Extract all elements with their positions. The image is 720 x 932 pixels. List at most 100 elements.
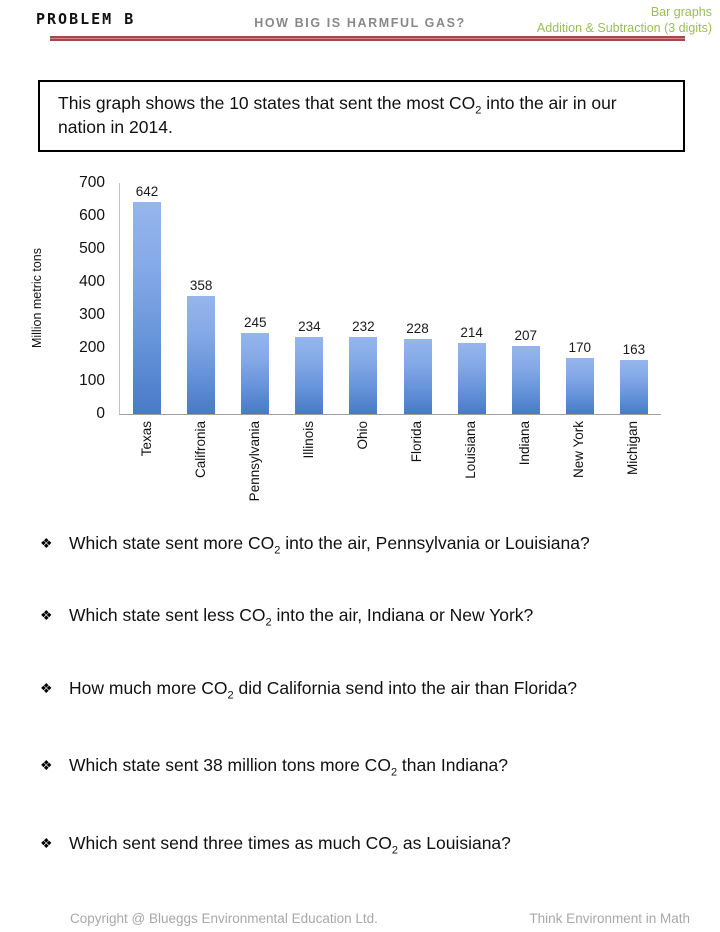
question-5-text: Which sent send three times as much CO2 … — [69, 832, 690, 857]
question-3: ❖ How much more CO2 did California send … — [40, 677, 690, 701]
y-axis-tick-600: 600 — [79, 207, 105, 224]
diamond-bullet-icon: ❖ — [40, 835, 53, 851]
question-5: ❖ Which sent send three times as much CO… — [40, 832, 690, 856]
bar-value-label: 642 — [135, 184, 159, 200]
bar-Texas — [133, 202, 162, 414]
bar-value-label: 234 — [298, 318, 321, 334]
bar-slot-Indiana: 207 — [499, 183, 553, 414]
question-2-text: Which state sent less CO2 into the air, … — [69, 604, 690, 629]
question-1-text: Which state sent more CO2 into the air, … — [69, 532, 690, 557]
question-2: ❖ Which state sent less CO2 into the air… — [40, 604, 690, 628]
x-axis-label-Louisiana: Louisiana — [463, 421, 479, 479]
co2-subscript: 2 — [390, 766, 398, 779]
co2-subscript: 2 — [227, 689, 234, 702]
bar-value-label: 228 — [406, 320, 429, 336]
bar-Florida — [403, 338, 432, 414]
y-axis-title-text: Million metric tons — [30, 248, 44, 349]
bar-value-label: 170 — [568, 339, 592, 355]
question-1-post: into the air, Pennsylvania or Louisiana? — [280, 533, 590, 553]
question-4-pre: Which state sent 38 million tons more CO — [69, 755, 391, 775]
y-axis-tick-500: 500 — [79, 240, 105, 257]
bar-slot-Illinois: 234 — [282, 183, 336, 414]
page-title: HOW BIG IS HARMFUL GAS? — [254, 16, 466, 30]
bar-value-label: 245 — [243, 315, 267, 331]
topic-line-2: Addition & Subtraction (3 digits) — [536, 21, 712, 35]
x-axis-label-Illinois: Illinois — [300, 421, 316, 459]
co2-subscript: 2 — [475, 104, 482, 117]
bar-value-label: 232 — [352, 319, 375, 335]
x-label-slot: Indiana — [498, 421, 552, 465]
bar-slot-New York: 170 — [553, 183, 607, 414]
question-2-pre: Which state sent less CO — [69, 605, 266, 625]
diamond-bullet-icon: ❖ — [40, 607, 53, 623]
bar-slot-Louisiana: 214 — [445, 183, 499, 414]
bars-container: 642 358 245 234 232 228 214 207 170 163 — [120, 183, 661, 414]
diamond-bullet-icon: ❖ — [40, 757, 53, 773]
x-axis-label-Pennsylvania: Pennsylvania — [246, 421, 262, 502]
bar-value-label: 207 — [514, 327, 537, 343]
y-axis-tick-700: 700 — [79, 174, 105, 191]
question-2-post: into the air, Indiana or New York? — [271, 605, 534, 625]
y-axis-tick-300: 300 — [79, 306, 105, 323]
co2-subscript: 2 — [274, 544, 281, 557]
x-axis-label-Califronia: Califronia — [192, 421, 208, 479]
question-5-pre: Which sent send three times as much CO — [69, 833, 392, 853]
bar-Michigan — [619, 360, 648, 414]
bar-chart: Million metric tons 0 100 200 300 400 500 600 7… — [0, 165, 720, 525]
plot-area: 642 358 245 234 232 228 214 207 170 163 — [119, 183, 661, 415]
y-axis-tick-100: 100 — [79, 372, 105, 389]
question-1: ❖ Which state sent more CO2 into the air… — [40, 532, 690, 556]
bar-slot-Florida: 228 — [390, 183, 444, 414]
question-4-text: Which state sent 38 million tons more CO… — [69, 754, 690, 779]
x-label-slot: Louisiana — [444, 421, 498, 479]
intro-text-box: This graph shows the 10 states that sent… — [38, 80, 685, 152]
bar-slot-Califronia: 358 — [174, 183, 228, 414]
diamond-bullet-icon: ❖ — [40, 535, 53, 551]
question-3-pre: How much more CO — [69, 678, 228, 698]
x-label-slot: Pennsylvania — [227, 421, 281, 501]
topic-tags: Bar graphs Addition & Subtraction (3 dig… — [537, 4, 712, 36]
x-axis-labels: Texas Califronia Pennsylvania Illinois Ohio F… — [119, 421, 660, 525]
x-label-slot: Texas — [119, 421, 173, 456]
topic-line-1: Bar graphs — [650, 5, 712, 19]
question-1-pre: Which state sent more CO — [69, 533, 275, 553]
bar-slot-Ohio: 232 — [336, 183, 390, 414]
x-label-slot: Ohio — [335, 421, 389, 450]
x-axis-label-Michigan: Michigan — [625, 421, 641, 476]
co2-subscript: 2 — [265, 616, 272, 629]
bar-slot-Texas: 642 — [120, 183, 174, 414]
x-axis-label-Florida: Florida — [409, 421, 425, 463]
bar-New York — [565, 357, 594, 414]
footer-tagline: Think Environment in Math — [529, 911, 690, 926]
bar-Califronia — [187, 295, 216, 414]
page-footer: Copyright @ Blueggs Environmental Educat… — [0, 911, 720, 926]
question-3-post: did California send into the air than Fl… — [233, 678, 578, 698]
x-axis-label-Ohio: Ohio — [354, 421, 370, 450]
y-axis-tick-0: 0 — [96, 405, 105, 422]
x-label-slot: New York — [552, 421, 606, 478]
intro-text-pre: This graph shows the 10 states that sent… — [58, 93, 476, 113]
question-5-post: as Louisiana? — [398, 833, 511, 853]
intro-text-post: into the air in our nation in 2014. — [58, 93, 617, 137]
question-4: ❖ Which state sent 38 million tons more … — [40, 754, 690, 778]
y-axis-tick-200: 200 — [79, 339, 105, 356]
co2-subscript: 2 — [391, 844, 399, 857]
y-axis-title: Million metric tons — [28, 183, 46, 414]
x-axis-label-Indiana: Indiana — [517, 421, 533, 466]
question-4-post: than Indiana? — [397, 755, 508, 775]
x-label-slot: Califronia — [173, 421, 227, 478]
y-axis-tick-400: 400 — [79, 273, 105, 290]
x-label-slot: Michigan — [606, 421, 660, 475]
copyright-text: Copyright @ Blueggs Environmental Educat… — [70, 911, 378, 926]
bar-value-label: 358 — [189, 277, 213, 293]
bar-Pennsylvania — [241, 333, 270, 414]
bar-Ohio — [349, 337, 378, 414]
x-label-slot: Florida — [389, 421, 443, 462]
bar-value-label: 214 — [460, 325, 483, 341]
problem-label: PROBLEM B — [36, 10, 136, 28]
x-label-slot: Illinois — [281, 421, 335, 459]
y-axis-ticks: 0 100 200 300 400 500 600 700 — [50, 174, 105, 422]
bar-slot-Michigan: 163 — [607, 183, 661, 414]
bar-value-label: 163 — [622, 342, 646, 358]
